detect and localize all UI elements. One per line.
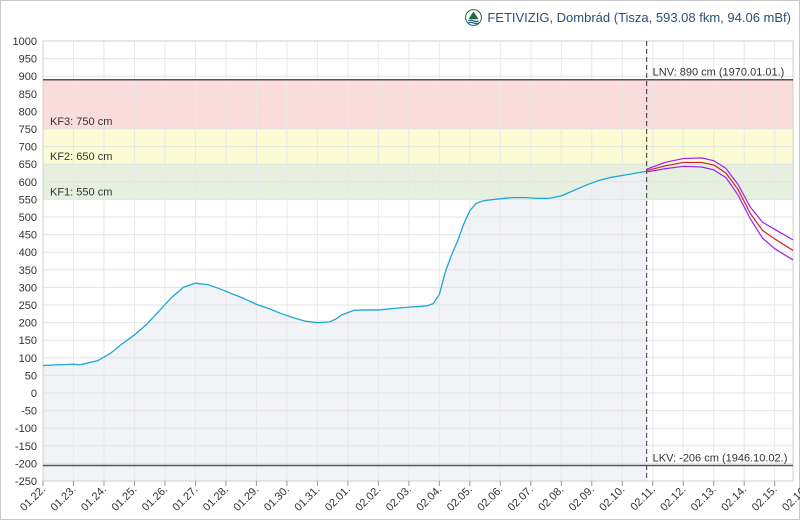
refline-label-lnv: LNV: 890 cm (1970.01.01.) — [653, 67, 785, 79]
x-tick-label: 01.26. — [140, 484, 170, 514]
band-kf3 — [43, 79, 793, 129]
x-tick-label: 01.31. — [292, 484, 322, 514]
series-line-forecast-mid — [646, 161, 794, 251]
x-tick-label: 01.30. — [262, 484, 292, 514]
x-tick-label: 01.22. — [18, 484, 48, 514]
y-tick-label: 200 — [19, 318, 37, 330]
y-tick-label: 300 — [19, 282, 37, 294]
plot-border — [42, 40, 794, 482]
x-tick-label: 02.01. — [323, 484, 353, 514]
x-tick-label: 01.27. — [170, 484, 200, 514]
y-tick-label: 250 — [19, 300, 37, 312]
y-tick-label: 900 — [19, 71, 37, 83]
x-tick-label: 02.15. — [750, 484, 780, 514]
y-tick-label: -150 — [15, 441, 37, 453]
x-tick-label: 01.29. — [231, 484, 261, 514]
band-label-kf3: KF3: 750 cm — [50, 116, 112, 128]
y-tick-label: 0 — [31, 388, 37, 400]
observed-area-fill — [43, 171, 647, 482]
x-tick-label: 02.10. — [597, 484, 627, 514]
y-tick-label: 100 — [19, 353, 37, 365]
refline-label-lkv: LKV: -206 cm (1946.10.02.) — [653, 453, 788, 465]
y-tick-label: -100 — [15, 423, 37, 435]
x-tick-label: 02.08. — [536, 484, 566, 514]
x-tick-label: 02.07. — [506, 484, 536, 514]
x-tick-label: 02.02. — [353, 484, 383, 514]
band-label-kf2: KF2: 650 cm — [50, 151, 112, 163]
x-tick-label: 02.16. — [780, 484, 800, 514]
x-tick-label: 02.13. — [689, 484, 719, 514]
series-line-observed — [42, 170, 647, 367]
fetivizig-logo-icon — [465, 9, 483, 26]
y-tick-label: -200 — [15, 458, 37, 470]
x-tick-label: 01.23. — [48, 484, 78, 514]
x-tick-label: 02.03. — [384, 484, 414, 514]
y-tick-label: 550 — [19, 194, 37, 206]
x-tick-label: 02.09. — [567, 484, 597, 514]
y-tick-label: -50 — [21, 406, 37, 418]
y-tick-label: 450 — [19, 230, 37, 242]
x-tick-label: 01.24. — [79, 484, 109, 514]
y-tick-label: 1000 — [13, 36, 37, 48]
y-tick-label: 850 — [19, 89, 37, 101]
y-tick-label: 150 — [19, 335, 37, 347]
y-tick-label: 800 — [19, 106, 37, 118]
y-tick-label: 500 — [19, 212, 37, 224]
chart-title-text: FETIVIZIG, Dombrád (Tisza, 593.08 fkm, 9… — [487, 10, 791, 25]
x-tick-label: 02.06. — [475, 484, 505, 514]
y-tick-label: 350 — [19, 265, 37, 277]
y-tick-label: -250 — [15, 476, 37, 488]
series-line-forecast-upper — [646, 157, 794, 241]
y-tick-label: 650 — [19, 159, 37, 171]
series-line-forecast-lower — [646, 165, 794, 261]
x-tick-label: 02.11. — [628, 484, 658, 514]
y-tick-label: 700 — [19, 142, 37, 154]
y-tick-label: 400 — [19, 247, 37, 259]
y-tick-label: 750 — [19, 124, 37, 136]
y-tick-label: 600 — [19, 177, 37, 189]
x-tick-label: 01.28. — [201, 484, 231, 514]
band-label-kf1: KF1: 550 cm — [50, 186, 112, 198]
x-tick-label: 02.04. — [414, 484, 444, 514]
x-tick-label: 02.12. — [658, 484, 688, 514]
chart-title: FETIVIZIG, Dombrád (Tisza, 593.08 fkm, 9… — [465, 9, 791, 26]
x-tick-label: 02.14. — [719, 484, 749, 514]
x-tick-label: 01.25. — [109, 484, 139, 514]
y-tick-label: 50 — [25, 370, 37, 382]
y-tick-label: 950 — [19, 54, 37, 66]
x-tick-label: 02.05. — [445, 484, 475, 514]
